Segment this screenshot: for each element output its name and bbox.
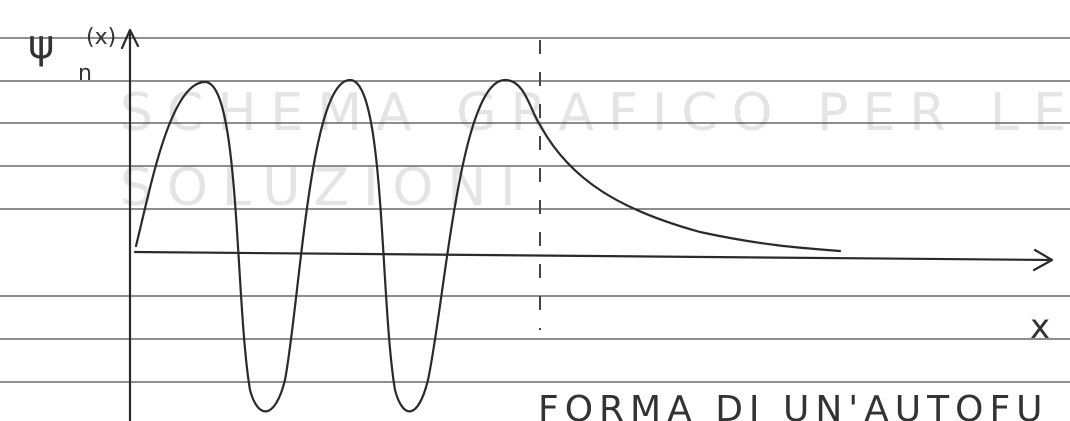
- ghost-line: SCHEMA GRAFICO PER LE: [120, 83, 1070, 143]
- psi-subscript: n: [78, 61, 92, 86]
- caption: FORMA DI UN'AUTOFU: [538, 389, 1049, 421]
- psi-argument: (x): [86, 25, 116, 50]
- psi-symbol: ψ: [28, 22, 54, 68]
- bleed-through-text: SCHEMA GRAFICO PER LE SOLUZIONI: [120, 83, 1070, 218]
- x-axis: [135, 250, 1052, 270]
- sketch: SCHEMA GRAFICO PER LE SOLUZIONI ψ n (x) …: [0, 0, 1070, 421]
- x-axis-label: x: [1030, 307, 1050, 347]
- y-axis-label: ψ n (x): [28, 22, 116, 86]
- page: {"bleed_through": ["SCHEMA GRAFICO PER L…: [0, 0, 1070, 421]
